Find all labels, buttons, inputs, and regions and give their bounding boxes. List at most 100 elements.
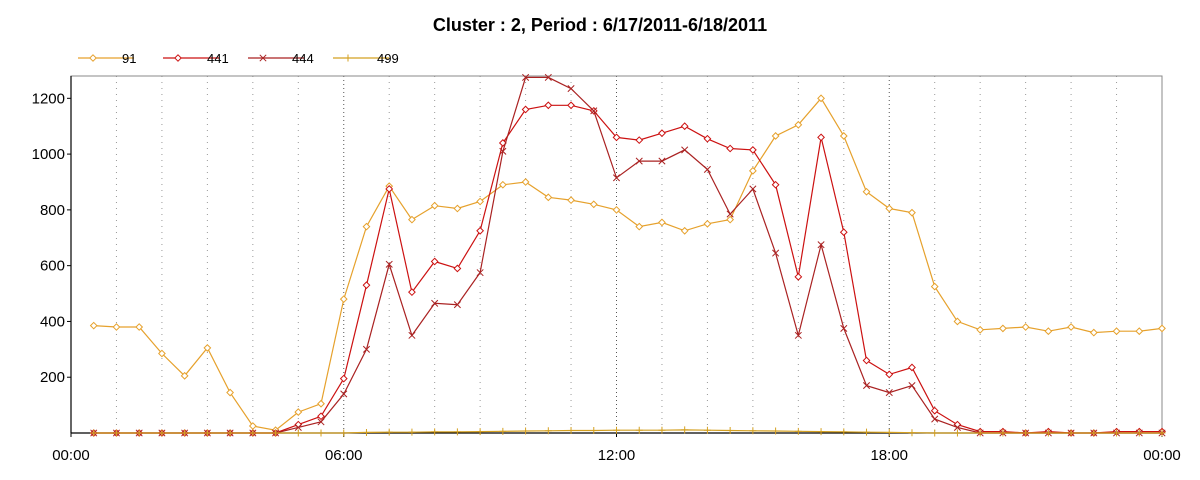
chart-axes: 200 400 600 800 1000 1200 00:00 06:00 12:00 18:00… [32, 75, 1181, 464]
data-point-499 [226, 429, 234, 437]
x-tick-label: 06:00 [325, 447, 363, 464]
data-point-499 [1090, 429, 1098, 437]
data-point-499 [294, 429, 302, 437]
x-tick-label: 00:00 [1143, 447, 1181, 464]
data-point-441 [908, 363, 916, 372]
data-point-441 [317, 412, 325, 421]
y-tick-label: 600 [40, 258, 65, 275]
data-point-91 [498, 180, 507, 189]
series-499 [90, 426, 1166, 437]
series-441 [89, 101, 1166, 437]
legend-marker [344, 54, 352, 62]
data-point-499 [1067, 429, 1075, 437]
data-point-91 [1021, 323, 1030, 331]
legend-item-91: 91 [78, 51, 136, 66]
data-point-91 [430, 201, 439, 210]
data-point-441 [930, 406, 939, 415]
data-point-441 [658, 129, 666, 138]
plot-area-frame [70, 75, 1163, 434]
data-point-444 [908, 382, 916, 390]
series-line-444 [93, 76, 1162, 434]
data-point-444 [703, 165, 711, 173]
data-point-441 [453, 264, 462, 273]
data-point-499 [181, 429, 189, 437]
data-point-91 [635, 222, 644, 231]
data-point-91 [544, 193, 553, 202]
data-point-441 [885, 370, 894, 379]
data-point-91 [158, 349, 166, 358]
data-point-499 [772, 427, 780, 435]
data-point-91 [839, 132, 848, 140]
data-point-499 [817, 428, 825, 436]
data-point-91 [1089, 328, 1098, 337]
data-point-499 [681, 426, 689, 434]
data-point-91 [953, 317, 962, 326]
data-point-444 [772, 249, 780, 257]
data-point-91 [589, 200, 598, 209]
legend-marker [89, 54, 97, 62]
data-point-441 [430, 257, 439, 266]
data-point-91 [339, 295, 348, 304]
data-point-441 [748, 146, 757, 154]
data-point-441 [612, 133, 621, 142]
data-point-441 [703, 134, 712, 143]
series-line-499 [93, 429, 1162, 434]
y-tick-label: 400 [40, 313, 65, 330]
data-point-444 [658, 157, 666, 165]
chart-series [89, 73, 1166, 437]
data-point-441 [726, 144, 735, 153]
data-point-499 [863, 428, 871, 436]
data-point-441 [567, 101, 575, 110]
data-point-499 [953, 429, 961, 437]
data-point-499 [1022, 429, 1030, 437]
data-point-91 [998, 324, 1007, 333]
data-point-499 [590, 426, 598, 434]
data-point-499 [1158, 429, 1166, 437]
data-point-499 [135, 429, 143, 437]
data-point-499 [567, 426, 575, 434]
data-point-91 [203, 344, 212, 352]
data-point-499 [544, 427, 552, 435]
data-point-91 [612, 205, 621, 214]
data-point-444 [635, 157, 643, 165]
data-point-91 [1158, 324, 1166, 333]
data-point-441 [408, 288, 416, 297]
data-point-441 [862, 356, 871, 365]
x-tick-label: 18:00 [870, 447, 908, 464]
data-point-441 [339, 374, 348, 383]
legend-label: 499 [377, 51, 399, 66]
data-point-499 [158, 429, 166, 437]
data-point-91 [817, 94, 825, 103]
data-point-91 [408, 215, 416, 224]
data-point-499 [885, 428, 893, 436]
data-point-444 [544, 73, 552, 81]
data-point-499 [112, 429, 120, 437]
data-point-499 [1113, 429, 1121, 437]
legend-label: 91 [122, 51, 136, 66]
data-point-91 [908, 208, 916, 217]
data-point-441 [794, 272, 803, 281]
data-point-444 [794, 331, 802, 339]
data-point-91 [771, 132, 780, 140]
data-point-444 [681, 146, 689, 154]
x-tick-label: 00:00 [52, 447, 90, 464]
data-point-499 [249, 429, 257, 437]
data-point-91 [658, 218, 666, 227]
data-point-91 [521, 178, 530, 186]
data-point-499 [408, 428, 416, 436]
data-point-91 [1044, 327, 1053, 336]
data-point-91 [1135, 327, 1144, 336]
data-point-91 [748, 166, 757, 175]
y-tick-label: 200 [40, 369, 65, 386]
data-point-499 [203, 429, 211, 437]
x-tick-label: 12:00 [598, 447, 636, 464]
data-point-499 [499, 427, 507, 435]
data-point-91 [885, 204, 894, 213]
legend-item-444: 444 [248, 51, 314, 66]
data-point-499 [999, 429, 1007, 437]
data-point-441 [839, 228, 848, 237]
data-point-441 [385, 185, 394, 193]
data-point-91 [226, 388, 235, 397]
